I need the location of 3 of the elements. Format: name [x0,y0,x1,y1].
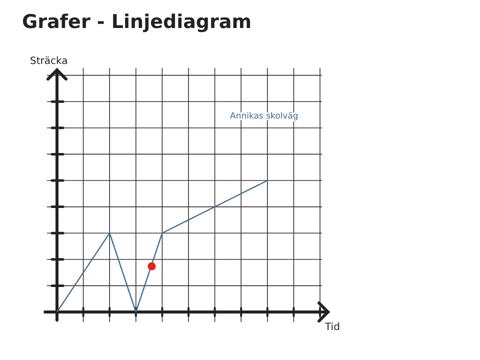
chart-title: Grafer - Linjediagram [22,11,252,33]
text: Tid [324,322,340,333]
text: Sträcka [30,56,68,67]
